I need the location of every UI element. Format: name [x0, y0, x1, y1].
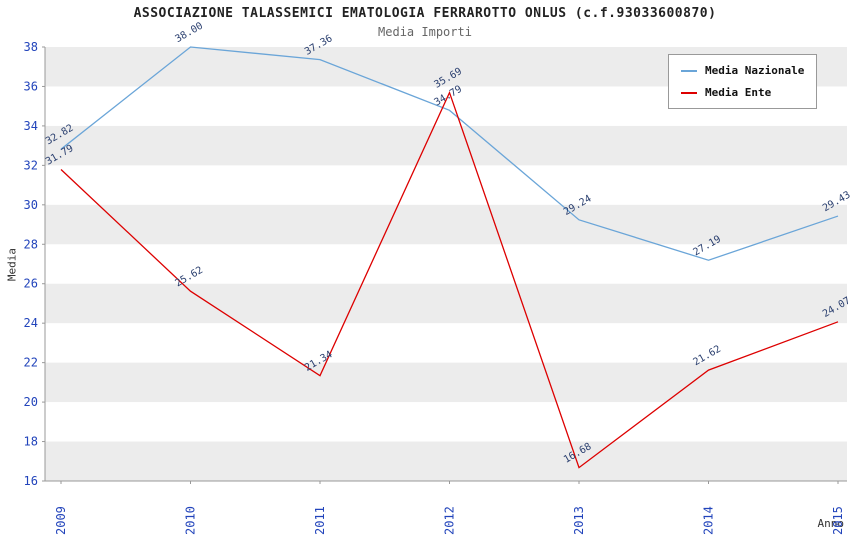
- svg-text:22: 22: [24, 356, 38, 370]
- svg-text:24: 24: [24, 316, 38, 330]
- chart-subtitle: Media Importi: [378, 25, 472, 39]
- svg-text:16: 16: [24, 474, 38, 488]
- legend-label: Media Ente: [705, 86, 772, 99]
- svg-text:2013: 2013: [572, 506, 586, 535]
- svg-text:26: 26: [24, 277, 38, 291]
- svg-text:30: 30: [24, 198, 38, 212]
- svg-text:2015: 2015: [831, 506, 845, 535]
- x-axis-label: Anno: [817, 517, 845, 530]
- legend: Media Nazionale Media Ente: [668, 54, 818, 109]
- legend-item: Media Ente: [681, 86, 804, 99]
- svg-text:2014: 2014: [702, 506, 716, 535]
- legend-line-swatch: [681, 91, 697, 94]
- svg-text:20: 20: [24, 395, 38, 409]
- svg-text:2009: 2009: [54, 506, 68, 535]
- svg-text:38.00: 38.00: [173, 21, 205, 46]
- legend-line-swatch: [681, 69, 697, 72]
- svg-text:18: 18: [24, 435, 38, 449]
- svg-text:2012: 2012: [443, 506, 457, 535]
- svg-text:34: 34: [24, 119, 38, 133]
- legend-item: Media Nazionale: [681, 64, 804, 77]
- svg-text:2011: 2011: [313, 506, 327, 535]
- svg-text:2010: 2010: [184, 506, 198, 535]
- svg-text:32: 32: [24, 158, 38, 172]
- svg-text:36: 36: [24, 79, 38, 93]
- svg-text:38: 38: [24, 40, 38, 54]
- chart-title: ASSOCIAZIONE TALASSEMICI EMATOLOGIA FERR…: [133, 6, 717, 21]
- legend-label: Media Nazionale: [705, 64, 805, 77]
- svg-text:28: 28: [24, 237, 38, 251]
